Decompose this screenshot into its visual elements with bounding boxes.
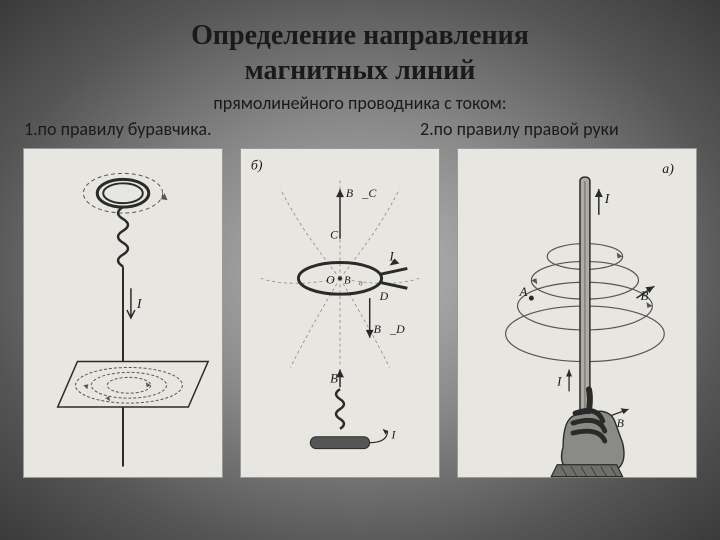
label-I: I [136,296,143,311]
slide-title: Определение направления магнитных линий [0,0,720,88]
figure-right-hand: а) I A B⃗ [457,148,697,478]
rules-row: 1.по правилу буравчика. 2.по правилу пра… [0,114,720,140]
label-Bvec: B⃗ [641,289,659,303]
figure-loop: б) I O B⃗₀ [240,148,440,478]
label-I3: I [604,192,611,207]
label-Bc: B⃗_C [346,186,377,200]
label-O: O [326,272,335,286]
label-A: A [519,285,528,299]
figures-row: I б) [0,140,720,478]
label-D: D [379,289,389,303]
panel-label-a: а) [663,162,675,177]
label-I2b: I [390,428,396,442]
title-line-2: магнитных линий [0,53,720,88]
label-Bthumb: B⃗ [617,416,634,430]
figure-gimlet: I [23,148,223,478]
label-C: C [330,228,339,242]
subtitle: прямолинейного проводника с током: [0,92,720,114]
label-I2: I [388,250,394,264]
rule-gimlet: 1.по правилу буравчика. [24,118,304,140]
label-I3b: I [556,374,562,388]
right-hand-icon [552,389,625,476]
panel-label-b: б) [251,157,263,173]
label-B0: B⃗₀ [344,274,363,286]
title-line-1: Определение направления [0,18,720,53]
rule-right-hand: 2.по правилу правой руки [420,118,660,140]
label-Bd: B⃗_D [374,322,405,336]
